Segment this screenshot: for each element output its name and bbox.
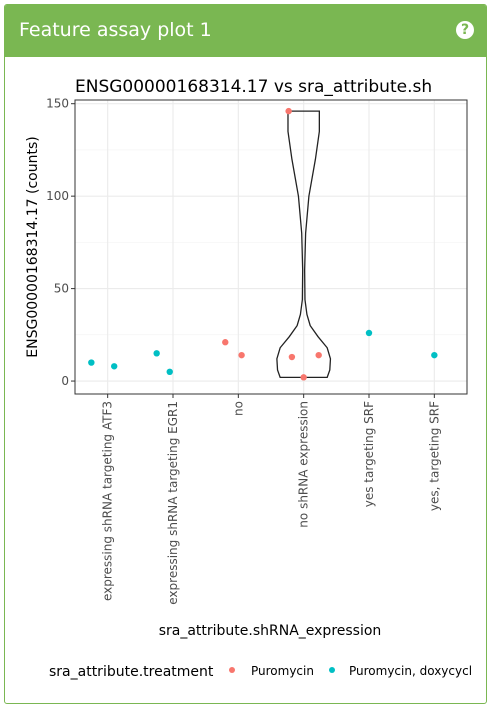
panel-header: Feature assay plot 1 ? [5,5,486,57]
y-tick-label: 150 [46,97,69,111]
data-point [153,350,160,357]
data-point [285,107,292,115]
data-point [238,351,245,359]
y-tick-label: 50 [54,282,69,296]
legend-swatch [229,667,235,673]
data-point [315,351,322,359]
data-point [166,368,173,376]
chart-title: ENSG00000168314.17 vs sra_attribute.sh [75,77,432,97]
data-point [88,359,95,366]
legend-title: sra_attribute.treatment [49,664,214,680]
data-point [222,339,229,346]
data-point [288,353,296,361]
x-tick-label: no shRNA expression [297,401,311,528]
y-tick-label: 100 [46,189,69,203]
y-axis: 0 50 100 150 [46,97,75,388]
y-tick-label: 0 [61,374,69,388]
plot-border [74,99,468,395]
legend-entries: Puromycin Puromycin, doxycycl [229,664,472,678]
x-tick-label: no [231,401,245,416]
data-point [111,363,118,370]
data-point [365,329,373,337]
legend: sra_attribute.treatment Puromycin Puromyc… [49,664,472,680]
point-layer [88,107,438,381]
x-tick-label: expressing shRNA targeting ATF3 [101,401,115,601]
data-point [431,351,438,359]
plot-background [75,100,467,394]
x-tick-label: yes targeting SRF [362,401,376,507]
grid-lines [75,100,467,394]
y-axis-label: ENSG00000168314.17 (counts) [25,136,41,357]
x-tick-label: yes, targeting SRF [427,401,441,511]
legend-label: Puromycin [251,664,314,678]
question-circle-icon[interactable]: ? [456,21,474,39]
legend-label: Puromycin, doxycycl [349,664,472,678]
panel-title: Feature assay plot 1 [19,19,212,41]
data-point [300,374,307,381]
x-axis: expressing shRNA targeting ATF3 expressin… [101,394,441,605]
legend-swatch [329,667,335,673]
x-tick-label: expressing shRNA targeting EGR1 [166,401,180,605]
x-axis-label: sra_attribute.shRNA_expression [159,623,382,639]
plot-area [74,99,468,395]
